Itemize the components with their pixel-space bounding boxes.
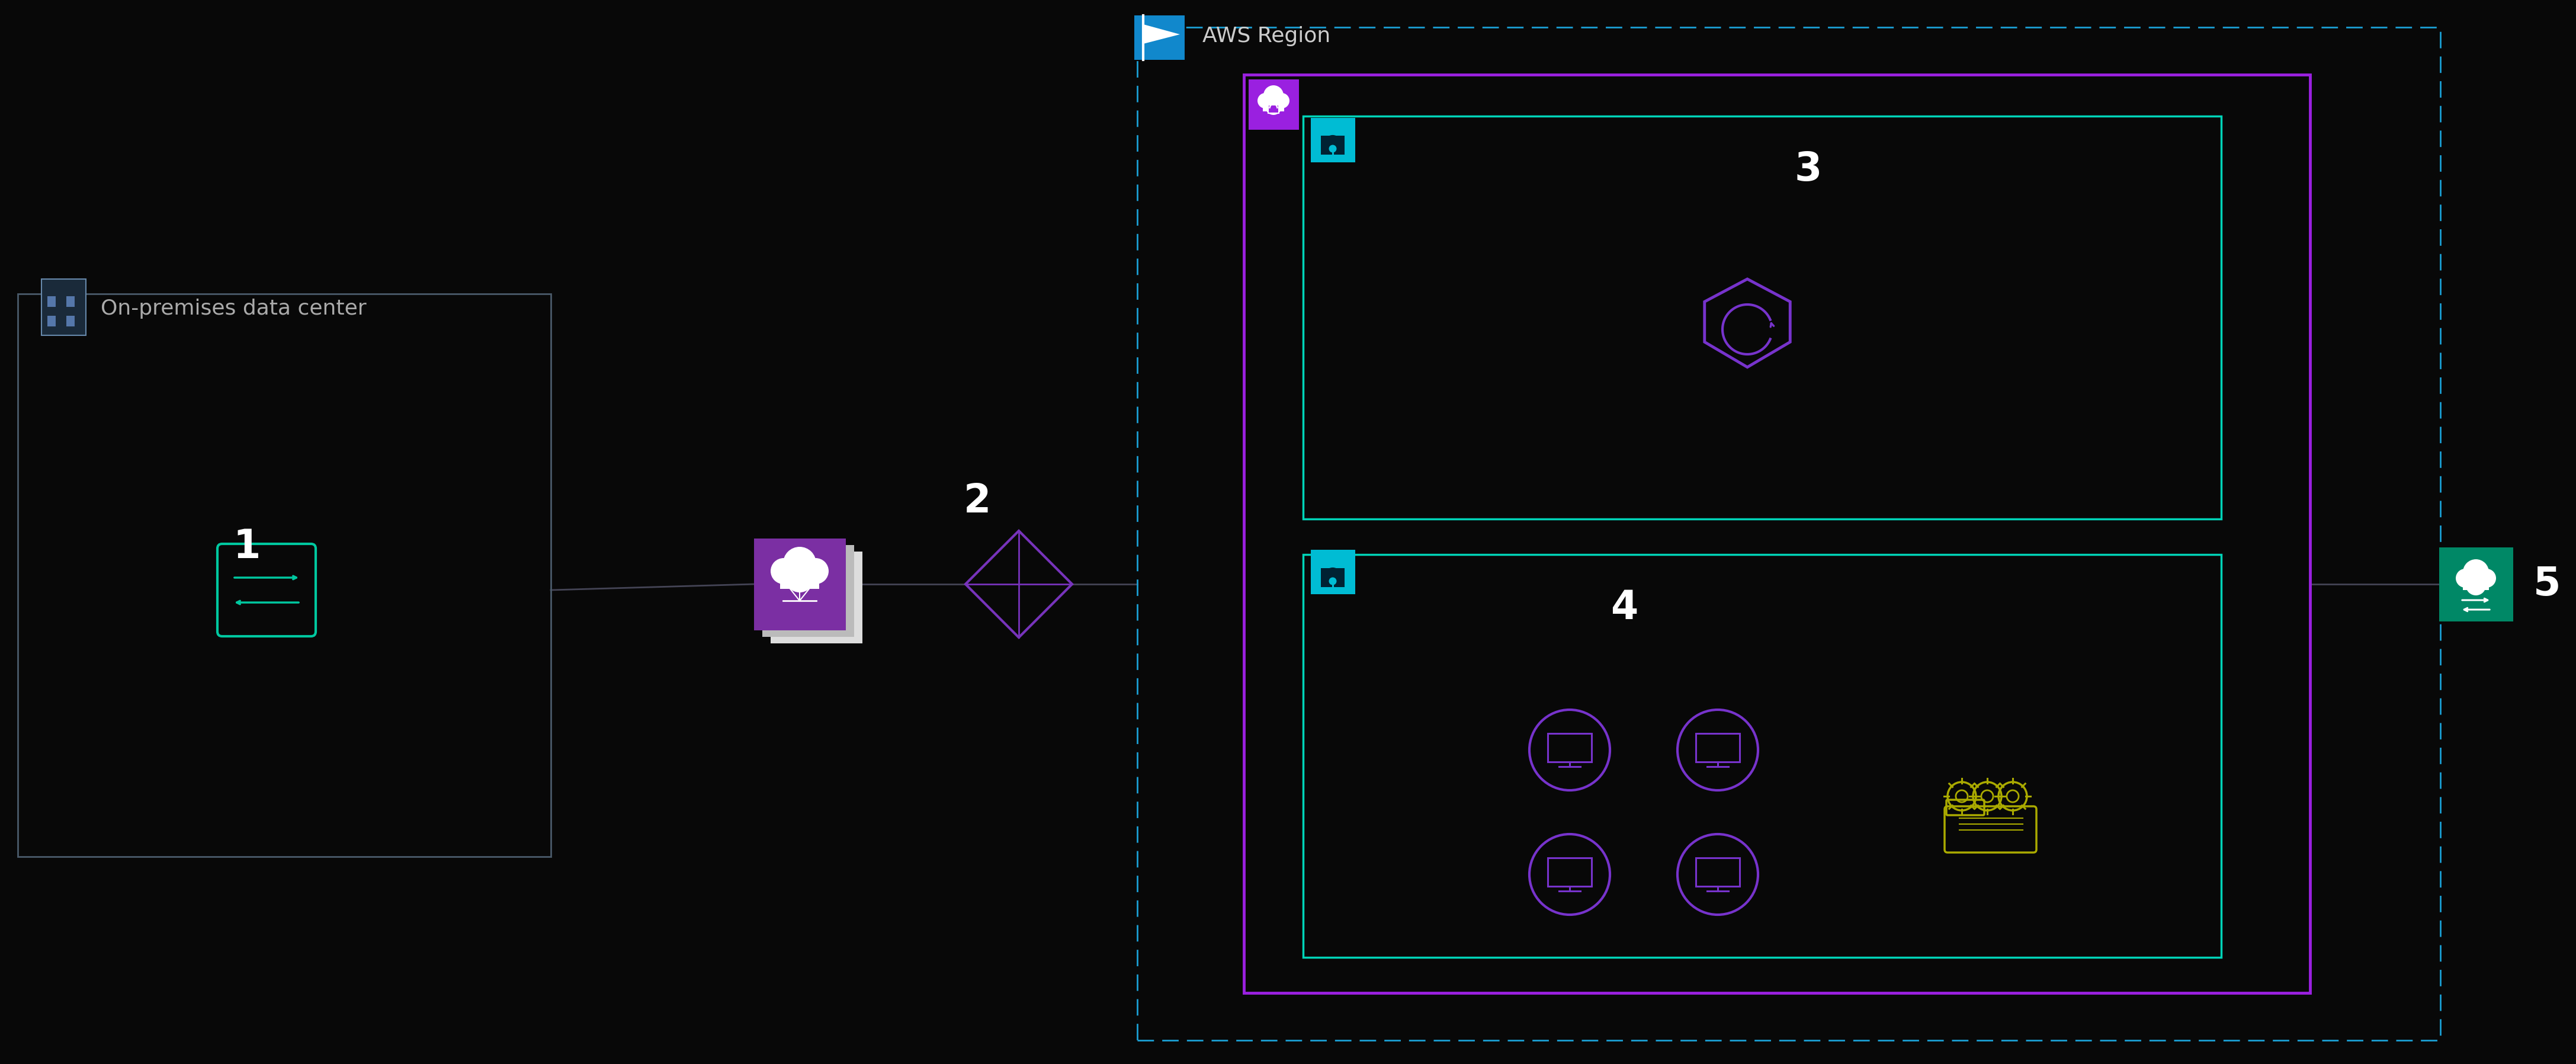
Bar xyxy=(1303,554,2221,958)
Circle shape xyxy=(2463,560,2488,585)
Circle shape xyxy=(786,564,814,593)
Bar xyxy=(46,296,57,306)
Circle shape xyxy=(2465,576,2486,596)
Text: 3: 3 xyxy=(1795,150,1821,189)
Bar xyxy=(1136,28,2439,1041)
Text: 5: 5 xyxy=(2532,565,2561,603)
Text: On-premises data center: On-premises data center xyxy=(100,299,366,319)
Bar xyxy=(41,279,85,335)
Circle shape xyxy=(1329,578,1337,585)
Bar xyxy=(67,316,75,327)
Circle shape xyxy=(1257,93,1273,109)
Bar xyxy=(1321,568,1345,587)
Bar xyxy=(1262,102,1285,112)
Bar xyxy=(2439,547,2514,621)
Circle shape xyxy=(1262,85,1283,105)
Bar xyxy=(46,316,57,327)
Bar xyxy=(18,294,551,857)
Bar xyxy=(755,538,845,630)
Circle shape xyxy=(783,547,817,580)
Text: 1: 1 xyxy=(234,528,260,567)
Circle shape xyxy=(1329,145,1337,152)
Circle shape xyxy=(804,558,829,584)
Circle shape xyxy=(1275,93,1291,109)
Circle shape xyxy=(2455,569,2476,587)
Bar xyxy=(1133,15,1185,60)
Bar xyxy=(1311,550,1355,595)
Bar xyxy=(2463,580,2488,591)
Bar xyxy=(1321,136,1345,154)
Bar xyxy=(67,296,75,306)
Polygon shape xyxy=(1144,24,1180,44)
Text: AWS Region: AWS Region xyxy=(1203,26,1329,46)
Text: 4: 4 xyxy=(1610,588,1638,628)
Circle shape xyxy=(2478,569,2496,587)
Bar xyxy=(762,545,853,636)
Text: 2: 2 xyxy=(963,482,992,520)
Bar xyxy=(1249,79,1298,130)
Bar xyxy=(1244,74,2311,993)
Bar xyxy=(770,551,863,643)
Bar xyxy=(1548,733,1592,762)
Bar xyxy=(1695,858,1739,886)
Bar xyxy=(1303,116,2221,519)
Bar xyxy=(781,576,819,588)
Circle shape xyxy=(1265,98,1283,115)
Bar xyxy=(1267,105,1278,113)
Circle shape xyxy=(770,558,796,584)
Bar xyxy=(1548,858,1592,886)
Bar xyxy=(1311,118,1355,162)
Bar xyxy=(1695,733,1739,762)
